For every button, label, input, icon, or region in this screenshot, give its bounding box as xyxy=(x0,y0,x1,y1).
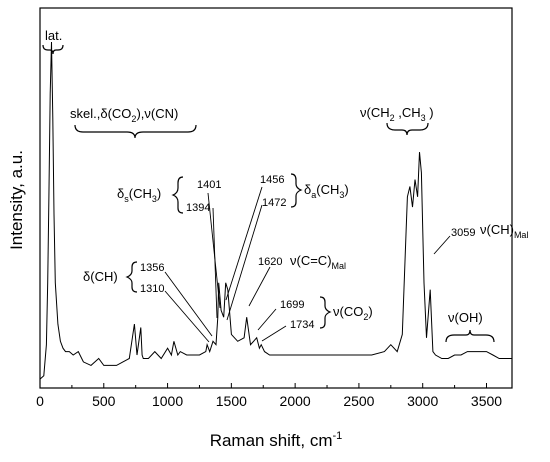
connector-1699 xyxy=(257,308,277,331)
label-nu-oh: ν(OH) xyxy=(448,310,483,325)
y-axis-title: Intensity, a.u. xyxy=(7,150,26,250)
label-delta-a: δa(CH3) xyxy=(304,182,349,200)
bracket-delta-a xyxy=(290,173,303,208)
label-delta-ch: δ(CH) xyxy=(83,269,118,284)
bracket-nu-co2 xyxy=(319,296,332,329)
x-tick-label-2500: 2500 xyxy=(343,393,374,409)
x-tick-label-1500: 1500 xyxy=(216,393,247,409)
x-tick-label-500: 500 xyxy=(92,393,116,409)
connector-1310 xyxy=(164,290,210,343)
annotation-brackets xyxy=(42,44,495,343)
connector-1734 xyxy=(261,325,287,342)
bracket-delta-s xyxy=(171,176,184,214)
peak-label-1699: 1699 xyxy=(280,299,304,311)
peak-label-3059: 3059 xyxy=(451,227,475,239)
bracket-nu-oh xyxy=(445,329,495,343)
label-nu-ch2-ch3: ν(CH2 ,CH3 ) xyxy=(360,105,434,123)
connector-1620 xyxy=(248,266,271,307)
connector-1356 xyxy=(164,271,213,337)
connector-1394 xyxy=(212,207,218,319)
label-nu-cc-mal: ν(C=C)Mal xyxy=(290,253,346,271)
peak-label-1356: 1356 xyxy=(140,262,164,274)
label-delta-s: δs(CH3) xyxy=(117,186,161,204)
bracket-nu-ch xyxy=(386,122,429,136)
peak-label-1310: 1310 xyxy=(140,283,164,295)
spectrum-line xyxy=(39,41,512,380)
peak-label-1472: 1472 xyxy=(262,197,286,209)
x-tick-label-3000: 3000 xyxy=(407,393,438,409)
peak-label-1456: 1456 xyxy=(260,174,284,186)
peak-label-1734: 1734 xyxy=(290,319,314,331)
bracket-lat xyxy=(42,44,64,55)
bracket-skel xyxy=(74,124,197,139)
label-lat: lat. xyxy=(45,28,62,43)
connector-3059 xyxy=(433,235,451,255)
x-tick-label-2000: 2000 xyxy=(280,393,311,409)
peak-connectors xyxy=(164,186,451,343)
x-axis-title: Raman shift, cm-1 xyxy=(210,430,343,450)
x-tick-label-1000: 1000 xyxy=(152,393,183,409)
label-nu-co2: ν(CO2) xyxy=(333,304,373,322)
connector-1472 xyxy=(226,204,263,321)
x-tick-label-3500: 3500 xyxy=(471,393,502,409)
x-axis-tick-labels: 0 500 1000 1500 2000 2500 3000 3500 xyxy=(36,393,502,409)
plot-frame xyxy=(39,7,513,389)
connector-1401 xyxy=(207,192,221,309)
bracket-delta-ch xyxy=(125,261,138,293)
peak-label-1620: 1620 xyxy=(258,256,282,268)
x-tick-label-0: 0 xyxy=(36,393,44,409)
x-axis-ticks xyxy=(39,383,487,388)
label-skel: skel.,δ(CO2),ν(CN) xyxy=(70,106,178,124)
connector-1456 xyxy=(225,186,263,301)
peak-label-1394: 1394 xyxy=(186,202,210,214)
peak-label-1401: 1401 xyxy=(197,179,221,191)
label-nu-ch-mal: ν(CH)Mal xyxy=(480,222,528,240)
